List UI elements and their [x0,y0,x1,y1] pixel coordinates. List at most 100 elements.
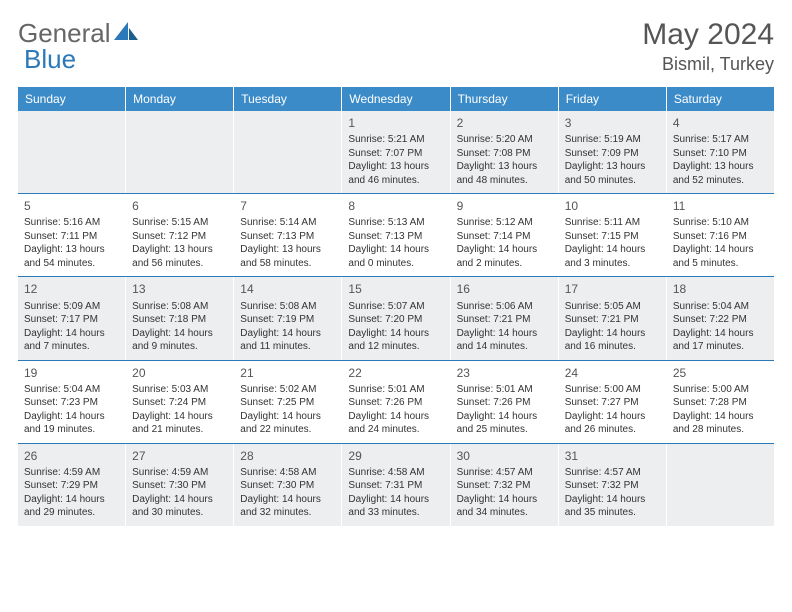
sunrise-text: Sunrise: 5:10 AM [673,216,768,230]
day-number: 17 [565,281,660,297]
daylight-text: Daylight: 14 hours and 19 minutes. [24,410,119,437]
sunrise-text: Sunrise: 5:03 AM [132,383,227,397]
sunrise-text: Sunrise: 5:06 AM [457,300,552,314]
sunrise-text: Sunrise: 5:07 AM [348,300,443,314]
sunset-text: Sunset: 7:11 PM [24,230,119,244]
daylight-text: Daylight: 14 hours and 29 minutes. [24,493,119,520]
week-row: 12Sunrise: 5:09 AMSunset: 7:17 PMDayligh… [18,276,774,359]
day-number: 10 [565,198,660,214]
sunrise-text: Sunrise: 5:04 AM [24,383,119,397]
sunset-text: Sunset: 7:08 PM [457,147,552,161]
day-number: 6 [132,198,227,214]
day-cell: 31Sunrise: 4:57 AMSunset: 7:32 PMDayligh… [559,444,667,526]
day-number: 7 [240,198,335,214]
day-cell: 12Sunrise: 5:09 AMSunset: 7:17 PMDayligh… [18,277,126,359]
day-cell: 16Sunrise: 5:06 AMSunset: 7:21 PMDayligh… [451,277,559,359]
day-cell: 21Sunrise: 5:02 AMSunset: 7:25 PMDayligh… [234,361,342,443]
sunrise-text: Sunrise: 5:13 AM [348,216,443,230]
daylight-text: Daylight: 14 hours and 25 minutes. [457,410,552,437]
sunrise-text: Sunrise: 5:08 AM [240,300,335,314]
sunrise-text: Sunrise: 5:19 AM [565,133,660,147]
sunrise-text: Sunrise: 5:09 AM [24,300,119,314]
day-cell: 9Sunrise: 5:12 AMSunset: 7:14 PMDaylight… [451,194,559,276]
day-number: 13 [132,281,227,297]
day-number: 1 [348,115,443,131]
day-headers-row: SundayMondayTuesdayWednesdayThursdayFrid… [18,87,774,111]
sunset-text: Sunset: 7:14 PM [457,230,552,244]
day-cell: 19Sunrise: 5:04 AMSunset: 7:23 PMDayligh… [18,361,126,443]
sunset-text: Sunset: 7:32 PM [565,479,660,493]
day-cell: 5Sunrise: 5:16 AMSunset: 7:11 PMDaylight… [18,194,126,276]
day-cell: 11Sunrise: 5:10 AMSunset: 7:16 PMDayligh… [667,194,774,276]
sunrise-text: Sunrise: 5:14 AM [240,216,335,230]
daylight-text: Daylight: 14 hours and 21 minutes. [132,410,227,437]
daylight-text: Daylight: 13 hours and 56 minutes. [132,243,227,270]
day-number: 16 [457,281,552,297]
sunset-text: Sunset: 7:21 PM [565,313,660,327]
day-number: 28 [240,448,335,464]
sunrise-text: Sunrise: 5:11 AM [565,216,660,230]
day-cell: 24Sunrise: 5:00 AMSunset: 7:27 PMDayligh… [559,361,667,443]
sunset-text: Sunset: 7:26 PM [457,396,552,410]
day-cell [667,444,774,526]
day-cell: 10Sunrise: 5:11 AMSunset: 7:15 PMDayligh… [559,194,667,276]
sunrise-text: Sunrise: 5:00 AM [673,383,768,397]
sunrise-text: Sunrise: 5:00 AM [565,383,660,397]
sunset-text: Sunset: 7:27 PM [565,396,660,410]
daylight-text: Daylight: 13 hours and 54 minutes. [24,243,119,270]
day-cell: 14Sunrise: 5:08 AMSunset: 7:19 PMDayligh… [234,277,342,359]
day-number: 5 [24,198,119,214]
daylight-text: Daylight: 14 hours and 2 minutes. [457,243,552,270]
sunrise-text: Sunrise: 4:57 AM [457,466,552,480]
day-number: 26 [24,448,119,464]
day-cell: 1Sunrise: 5:21 AMSunset: 7:07 PMDaylight… [342,111,450,193]
day-cell: 2Sunrise: 5:20 AMSunset: 7:08 PMDaylight… [451,111,559,193]
day-header: Tuesday [234,87,342,111]
day-cell: 7Sunrise: 5:14 AMSunset: 7:13 PMDaylight… [234,194,342,276]
day-cell: 15Sunrise: 5:07 AMSunset: 7:20 PMDayligh… [342,277,450,359]
daylight-text: Daylight: 14 hours and 12 minutes. [348,327,443,354]
day-header: Wednesday [342,87,450,111]
sunset-text: Sunset: 7:07 PM [348,147,443,161]
sunset-text: Sunset: 7:21 PM [457,313,552,327]
sunset-text: Sunset: 7:13 PM [240,230,335,244]
sunset-text: Sunset: 7:31 PM [348,479,443,493]
sunset-text: Sunset: 7:32 PM [457,479,552,493]
location-label: Bismil, Turkey [642,54,774,75]
day-number: 4 [673,115,768,131]
sunrise-text: Sunrise: 5:05 AM [565,300,660,314]
sunset-text: Sunset: 7:15 PM [565,230,660,244]
sunset-text: Sunset: 7:24 PM [132,396,227,410]
day-cell: 17Sunrise: 5:05 AMSunset: 7:21 PMDayligh… [559,277,667,359]
sunset-text: Sunset: 7:30 PM [132,479,227,493]
day-number: 8 [348,198,443,214]
sunrise-text: Sunrise: 5:01 AM [348,383,443,397]
daylight-text: Daylight: 14 hours and 24 minutes. [348,410,443,437]
sunset-text: Sunset: 7:17 PM [24,313,119,327]
sunset-text: Sunset: 7:19 PM [240,313,335,327]
daylight-text: Daylight: 14 hours and 35 minutes. [565,493,660,520]
title-block: May 2024 Bismil, Turkey [642,18,774,75]
day-header: Monday [126,87,234,111]
day-number: 20 [132,365,227,381]
day-number: 27 [132,448,227,464]
week-row: 26Sunrise: 4:59 AMSunset: 7:29 PMDayligh… [18,443,774,526]
sunset-text: Sunset: 7:22 PM [673,313,768,327]
day-cell: 8Sunrise: 5:13 AMSunset: 7:13 PMDaylight… [342,194,450,276]
daylight-text: Daylight: 14 hours and 28 minutes. [673,410,768,437]
daylight-text: Daylight: 14 hours and 26 minutes. [565,410,660,437]
daylight-text: Daylight: 14 hours and 7 minutes. [24,327,119,354]
calendar-body: 1Sunrise: 5:21 AMSunset: 7:07 PMDaylight… [18,111,774,526]
sunset-text: Sunset: 7:16 PM [673,230,768,244]
week-row: 19Sunrise: 5:04 AMSunset: 7:23 PMDayligh… [18,360,774,443]
day-number: 3 [565,115,660,131]
day-number: 31 [565,448,660,464]
day-cell: 27Sunrise: 4:59 AMSunset: 7:30 PMDayligh… [126,444,234,526]
day-header: Thursday [451,87,559,111]
sunset-text: Sunset: 7:18 PM [132,313,227,327]
day-cell: 28Sunrise: 4:58 AMSunset: 7:30 PMDayligh… [234,444,342,526]
day-cell: 30Sunrise: 4:57 AMSunset: 7:32 PMDayligh… [451,444,559,526]
sunrise-text: Sunrise: 5:15 AM [132,216,227,230]
sunrise-text: Sunrise: 5:01 AM [457,383,552,397]
day-cell: 3Sunrise: 5:19 AMSunset: 7:09 PMDaylight… [559,111,667,193]
